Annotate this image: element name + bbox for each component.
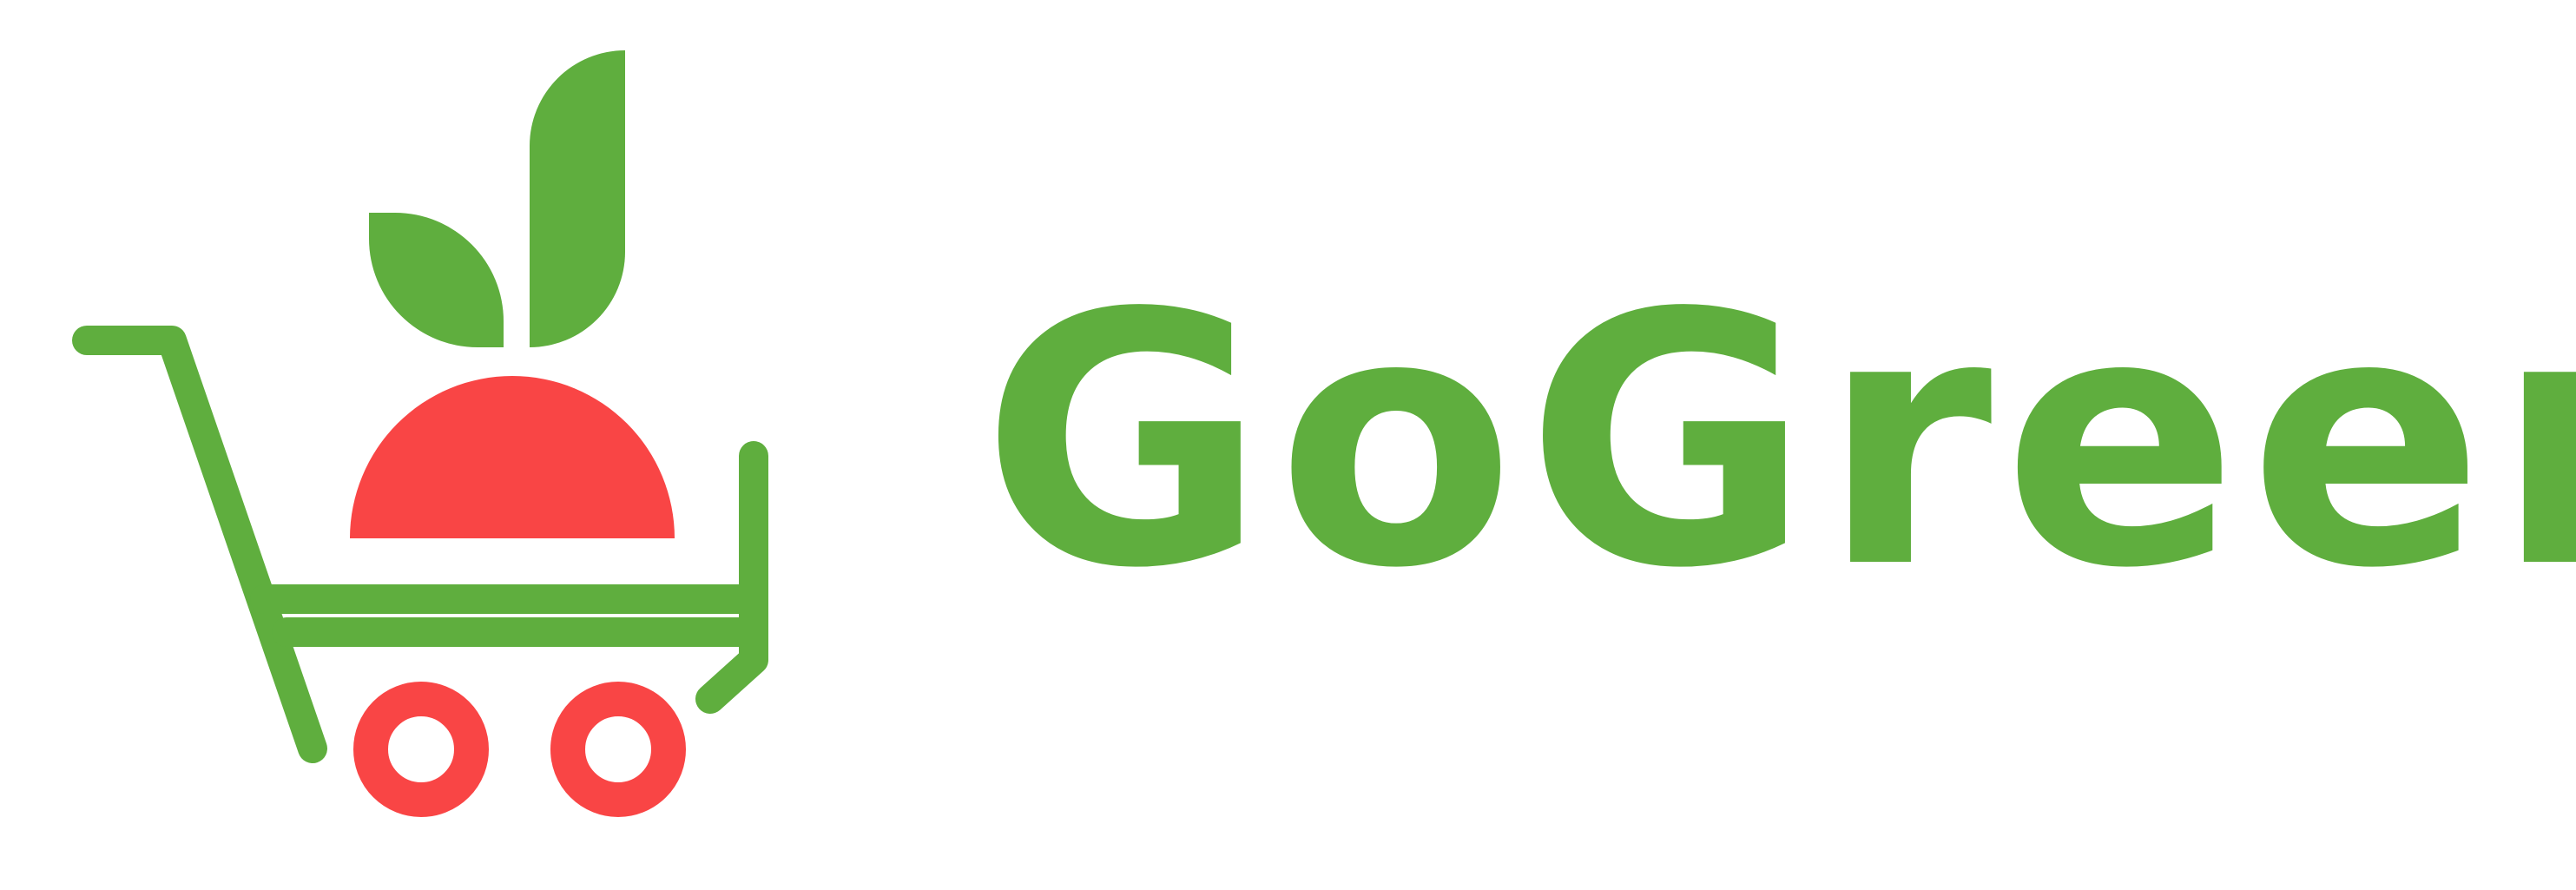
cart-frame: [72, 326, 768, 763]
left-leaf: [369, 213, 504, 347]
apple-body: [350, 376, 675, 538]
right-leaf: [530, 50, 625, 347]
cart-apple-icon: [72, 50, 768, 817]
brand-name: GoGreen: [981, 241, 2576, 644]
left-wheel: [353, 682, 489, 817]
right-wheel: [550, 682, 686, 817]
